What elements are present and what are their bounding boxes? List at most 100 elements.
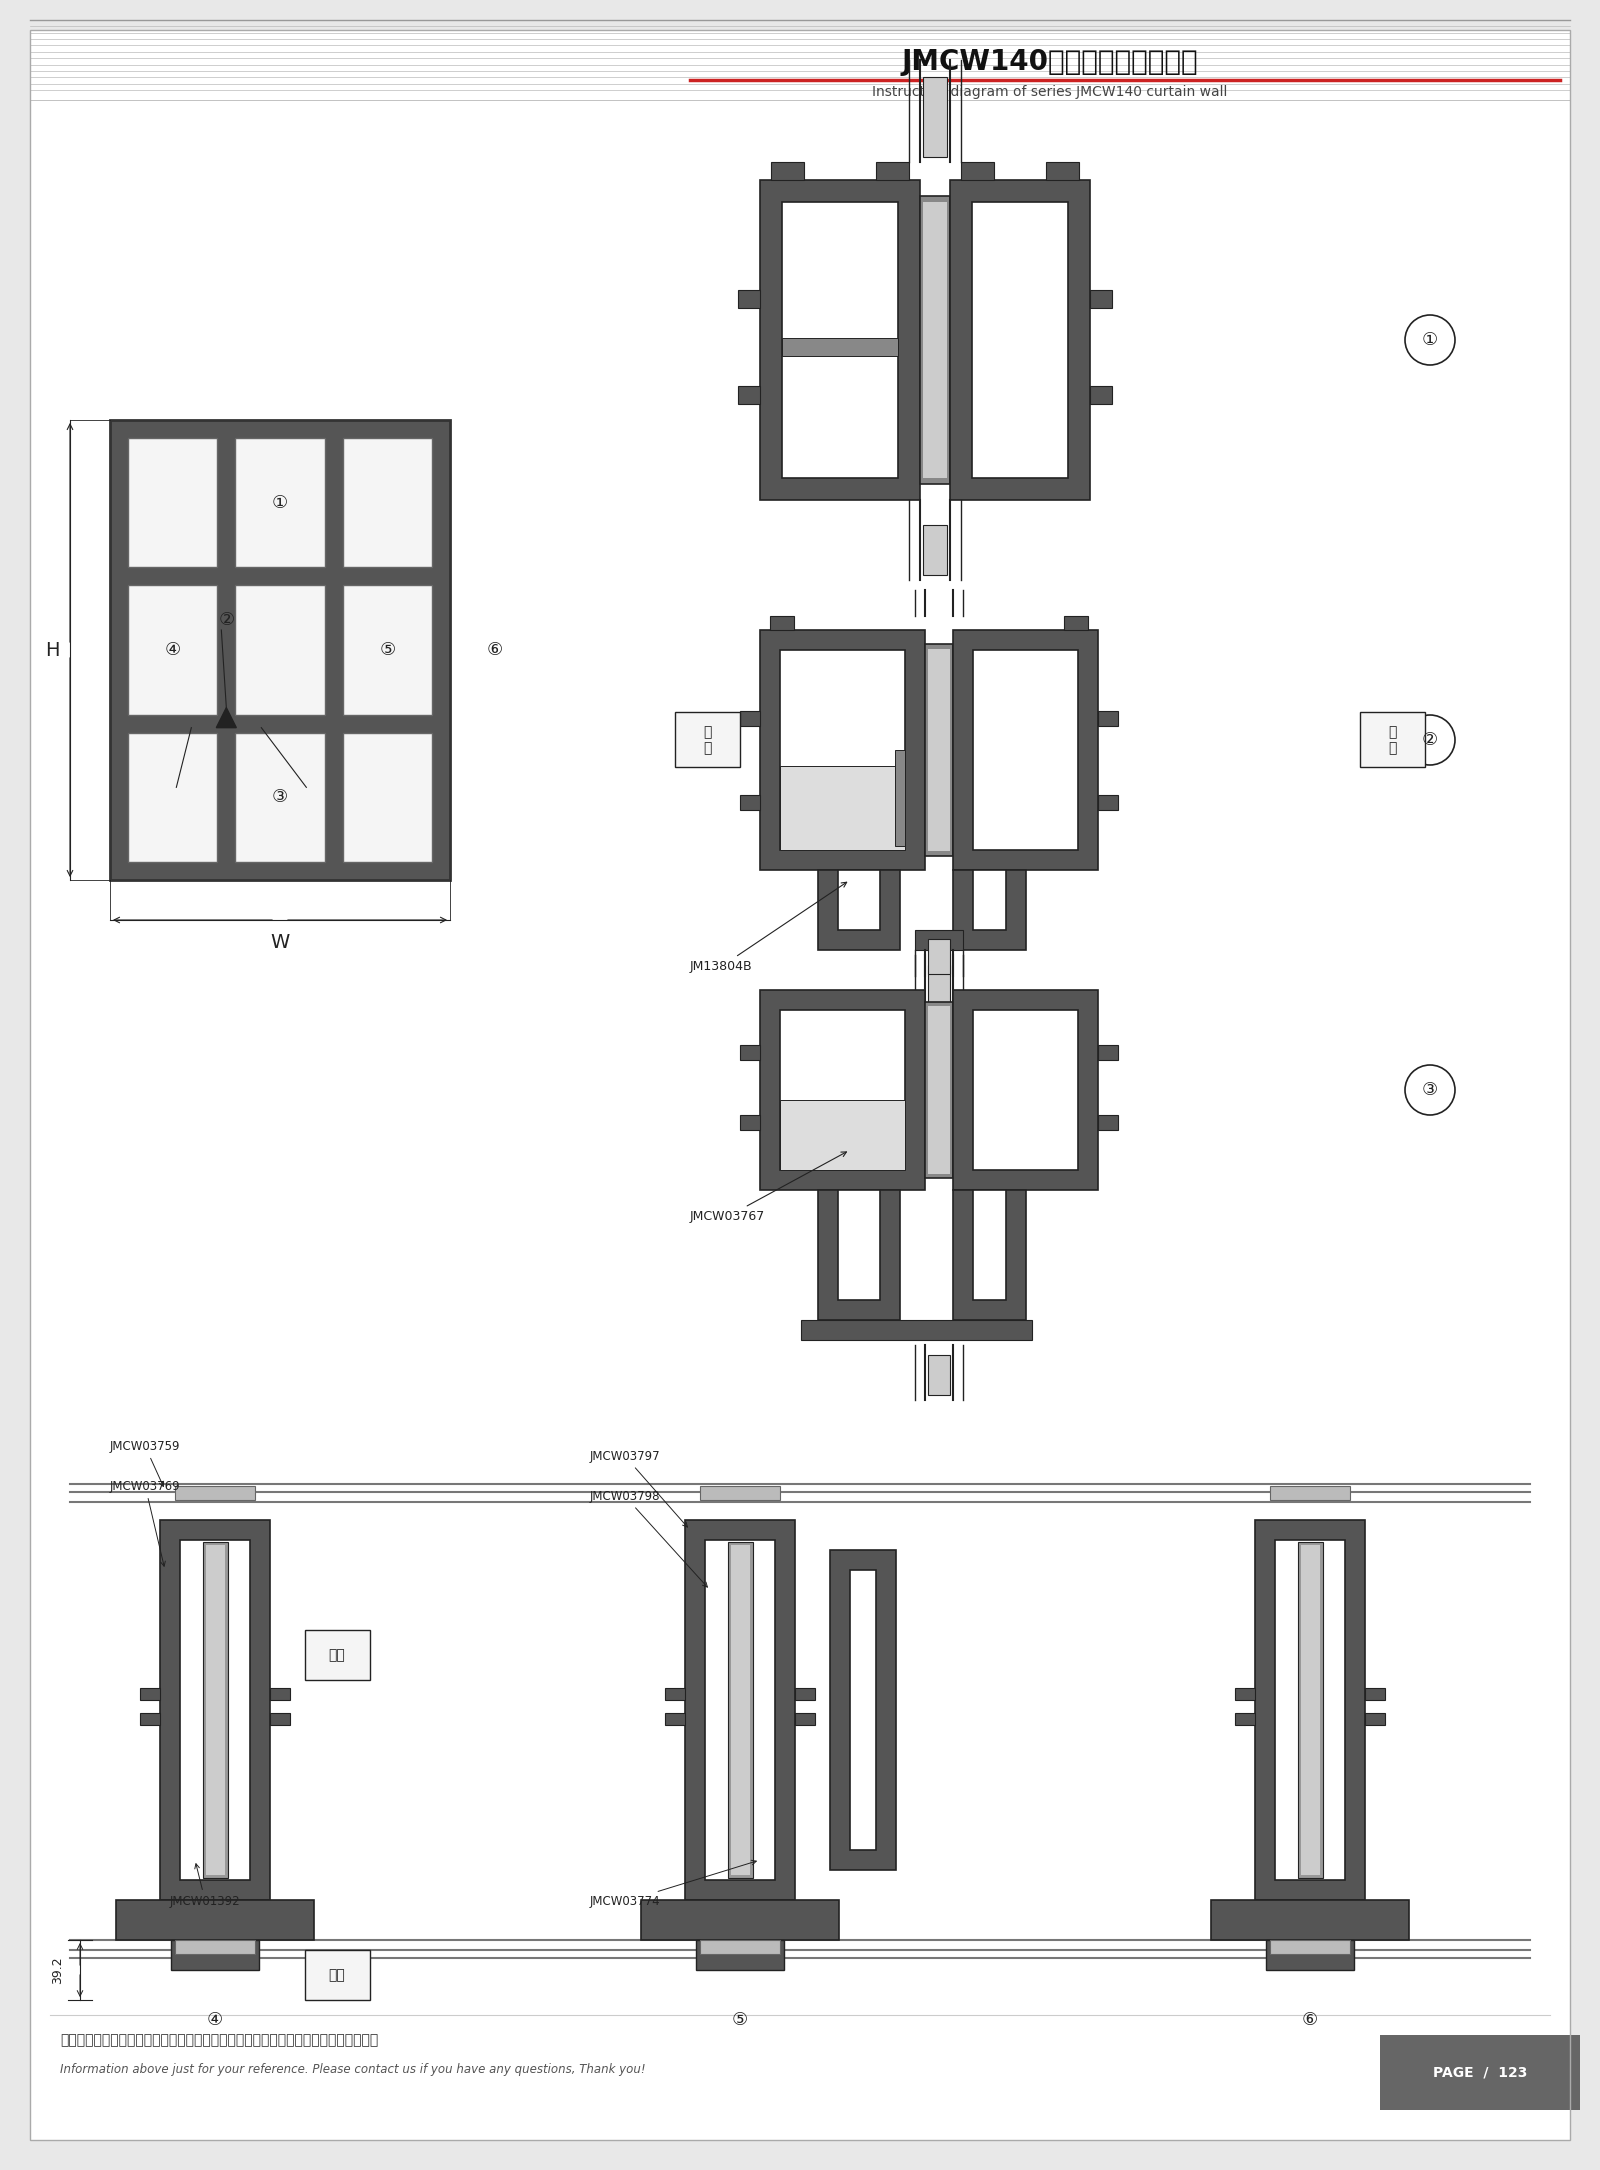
Bar bbox=[696, 1940, 784, 1970]
Bar bbox=[203, 1543, 229, 1877]
Text: ③: ③ bbox=[272, 788, 288, 807]
Bar bbox=[923, 78, 947, 158]
Bar bbox=[1211, 1901, 1410, 1940]
Bar bbox=[1235, 1688, 1254, 1699]
Text: JMCW140系列隔热幕墙结构图: JMCW140系列隔热幕墙结构图 bbox=[902, 48, 1198, 76]
Text: 图中所示型材截面、装配、编号、尺寸及重量仅供参考。如有疑问，请向本公司查询。: 图中所示型材截面、装配、编号、尺寸及重量仅供参考。如有疑问，请向本公司查询。 bbox=[61, 2033, 378, 2046]
Text: ⑥: ⑥ bbox=[486, 640, 502, 660]
Text: JM13804B: JM13804B bbox=[690, 883, 846, 972]
Bar bbox=[973, 1189, 1005, 1300]
Bar bbox=[115, 1901, 314, 1940]
Bar bbox=[1266, 1940, 1354, 1970]
Bar bbox=[760, 629, 925, 870]
Bar bbox=[738, 291, 760, 308]
Bar bbox=[781, 651, 906, 851]
Text: ④: ④ bbox=[165, 640, 181, 660]
Bar bbox=[270, 1712, 290, 1725]
Bar bbox=[706, 1541, 774, 1879]
Text: ①: ① bbox=[272, 493, 288, 512]
Text: ②: ② bbox=[218, 612, 234, 629]
Bar bbox=[1365, 1712, 1386, 1725]
Bar bbox=[771, 163, 805, 180]
Polygon shape bbox=[216, 707, 237, 727]
Bar bbox=[954, 990, 1098, 1189]
Bar bbox=[675, 712, 739, 766]
Bar bbox=[174, 1486, 254, 1499]
Bar bbox=[928, 649, 950, 851]
Bar bbox=[1090, 386, 1112, 404]
Bar bbox=[739, 1046, 760, 1059]
Text: JMCW03769: JMCW03769 bbox=[110, 1480, 181, 1567]
Text: 室
内: 室 内 bbox=[704, 725, 712, 755]
Bar bbox=[782, 339, 898, 356]
Bar bbox=[795, 1712, 814, 1725]
Text: JMCW03767: JMCW03767 bbox=[690, 1152, 846, 1224]
Bar bbox=[973, 870, 1005, 931]
Bar bbox=[731, 1545, 750, 1875]
Bar bbox=[701, 1486, 781, 1499]
Text: W: W bbox=[270, 933, 290, 950]
Bar bbox=[802, 1319, 1032, 1341]
Text: ⑥: ⑥ bbox=[1302, 2012, 1318, 2029]
Bar bbox=[894, 751, 906, 846]
Bar bbox=[928, 966, 950, 1005]
Text: H: H bbox=[45, 640, 59, 660]
Bar bbox=[925, 1003, 954, 1178]
Bar bbox=[270, 1688, 290, 1699]
Bar bbox=[1098, 1046, 1118, 1059]
Bar bbox=[1235, 1712, 1254, 1725]
Bar bbox=[642, 1901, 838, 1940]
Bar bbox=[950, 180, 1090, 499]
Bar bbox=[954, 629, 1098, 870]
Bar bbox=[206, 1545, 226, 1875]
Bar bbox=[739, 1115, 760, 1131]
Bar bbox=[739, 712, 760, 727]
Bar bbox=[128, 733, 218, 861]
Text: 室
外: 室 外 bbox=[1389, 725, 1397, 755]
Bar bbox=[171, 1940, 259, 1970]
Bar bbox=[782, 202, 898, 477]
Bar bbox=[915, 931, 963, 950]
Bar bbox=[925, 644, 954, 855]
Bar bbox=[128, 586, 218, 714]
Bar bbox=[306, 1630, 370, 1680]
Text: Information above just for your reference. Please contact us if you have any que: Information above just for your referenc… bbox=[61, 2064, 646, 2077]
Bar bbox=[174, 1940, 254, 1953]
Bar bbox=[760, 990, 925, 1189]
Bar bbox=[838, 870, 880, 931]
Bar bbox=[830, 1549, 896, 1871]
Bar bbox=[1301, 1545, 1320, 1875]
Bar bbox=[818, 1189, 901, 1319]
Text: Instruction diagram of series JMCW140 curtain wall: Instruction diagram of series JMCW140 cu… bbox=[872, 85, 1227, 100]
Bar bbox=[962, 163, 994, 180]
Bar bbox=[795, 1688, 814, 1699]
Bar bbox=[1379, 2035, 1581, 2109]
Bar bbox=[781, 1100, 906, 1170]
Bar bbox=[1270, 1940, 1350, 1953]
Bar bbox=[235, 586, 325, 714]
Bar bbox=[928, 1007, 950, 1174]
Text: ①: ① bbox=[1422, 332, 1438, 349]
Bar bbox=[1254, 1519, 1365, 1901]
Bar bbox=[160, 1519, 270, 1901]
Bar bbox=[973, 202, 1069, 477]
Bar bbox=[1098, 1115, 1118, 1131]
Bar bbox=[850, 1571, 877, 1851]
Bar bbox=[1098, 712, 1118, 727]
Bar bbox=[838, 1189, 880, 1300]
Bar bbox=[666, 1688, 685, 1699]
Bar bbox=[342, 733, 432, 861]
Text: ⑤: ⑤ bbox=[379, 640, 395, 660]
Bar bbox=[1298, 1543, 1323, 1877]
Bar bbox=[179, 1541, 250, 1879]
Text: JMCW01392: JMCW01392 bbox=[170, 1864, 240, 1907]
Text: ②: ② bbox=[1422, 731, 1438, 749]
Bar bbox=[973, 651, 1078, 851]
Bar bbox=[342, 586, 432, 714]
Bar bbox=[954, 1189, 1026, 1319]
Bar bbox=[738, 386, 760, 404]
Bar bbox=[235, 438, 325, 566]
Bar bbox=[928, 940, 950, 974]
Bar bbox=[701, 1940, 781, 1953]
Text: JMCW03798: JMCW03798 bbox=[590, 1491, 707, 1586]
